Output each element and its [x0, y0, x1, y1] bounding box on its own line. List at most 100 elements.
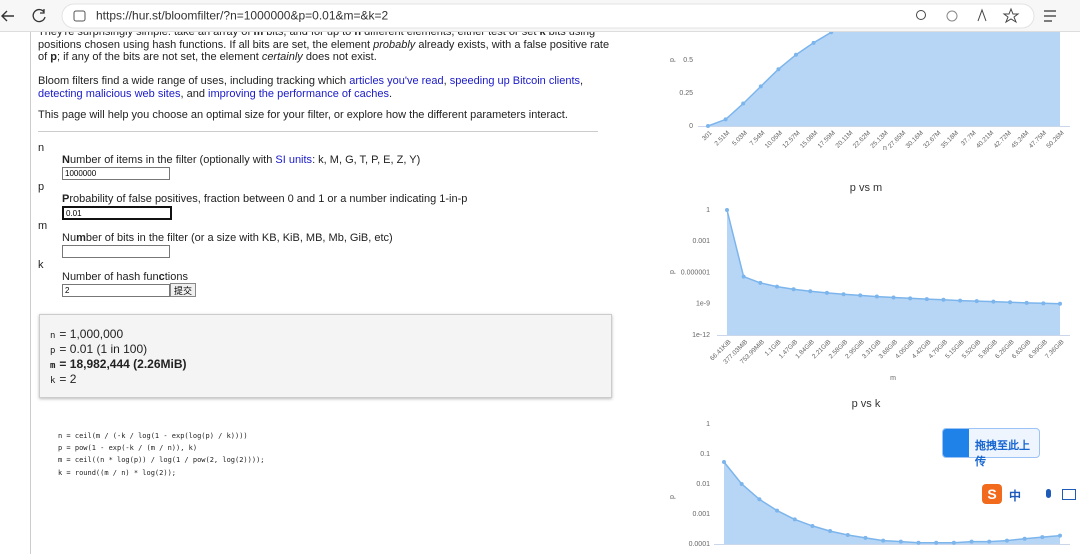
- data-point: [722, 460, 726, 465]
- y-tick-label: 0.000001: [681, 269, 710, 276]
- y-tick-label: 0.25: [679, 90, 693, 97]
- result-value: = 1,000,000: [59, 327, 124, 341]
- result-value: = 2: [59, 372, 77, 386]
- data-point: [1024, 300, 1029, 305]
- data-point: [924, 297, 929, 302]
- data-point: [741, 274, 746, 279]
- result-line: m = 18,982,444 (2.26MiB): [50, 357, 187, 371]
- data-point: [934, 540, 939, 545]
- text: : k, M, G, T, P, E, Z, Y): [312, 154, 421, 166]
- keyboard-icon[interactable]: [1062, 489, 1076, 500]
- back-button[interactable]: [1, 10, 14, 22]
- upload-text: 拖拽至此上传: [975, 440, 1030, 468]
- intro-paragraph: Bloom filters find a wide range of uses,…: [38, 75, 613, 100]
- data-point: [987, 539, 992, 544]
- x-axis-label: n: [883, 145, 887, 152]
- y-tick-label: 0: [689, 123, 693, 130]
- link[interactable]: improving the performance of caches: [208, 87, 389, 100]
- text: umber of items in the filter (optionally…: [69, 154, 276, 166]
- code-line: k = round((m / n) * log(2));: [58, 469, 177, 477]
- data-point: [810, 523, 815, 528]
- code-line: m = ceil((n * log(p)) / log(1 / pow(2, l…: [58, 456, 265, 464]
- field-label: Number of hash functions: [62, 271, 188, 283]
- favorites-button[interactable]: [1044, 10, 1056, 22]
- x-tick-label: 30.16M: [905, 130, 925, 150]
- url: https://hur.st/bloomfilter/?n=1000000&p=…: [96, 9, 389, 23]
- x-tick-label: 301: [701, 129, 714, 142]
- text: tions: [164, 271, 188, 283]
- ime-mode[interactable]: 中: [1009, 489, 1022, 503]
- data-point: [881, 538, 886, 543]
- ime-bar: S 中: [980, 484, 1076, 506]
- y-tick-label: 0.001: [692, 511, 710, 518]
- upload-widget[interactable]: 拖拽至此上传: [942, 428, 1040, 468]
- result-value: = 0.01 (1 in 100): [59, 342, 148, 356]
- text: probably: [373, 38, 416, 51]
- x-tick-label: 45.24M: [1010, 130, 1030, 150]
- result-line: n = 1,000,000: [50, 327, 123, 341]
- area-line: [723, 461, 1061, 544]
- text: certainly: [261, 51, 303, 64]
- results-box: [39, 314, 612, 398]
- data-point: [794, 52, 798, 57]
- result-line: k = 2: [50, 372, 76, 386]
- text: P: [62, 193, 70, 205]
- x-tick-label: 42.72M: [993, 130, 1013, 150]
- submit-button[interactable]: 提交: [170, 283, 197, 297]
- result-value: = 18,982,444 (2.26MiB): [59, 357, 187, 371]
- result-key: n: [50, 331, 56, 341]
- data-point: [757, 497, 762, 502]
- site-info-icon[interactable]: [73, 10, 86, 22]
- read-aloud-icon[interactable]: [977, 8, 987, 22]
- y-axis-label: p: [669, 270, 676, 274]
- field-label: Number of bits in the filter (or a size …: [62, 232, 393, 244]
- text-input[interactable]: [62, 206, 172, 220]
- data-point: [908, 296, 913, 301]
- data-point: [941, 297, 946, 302]
- data-point: [791, 287, 796, 292]
- y-tick-label: 0.01: [696, 481, 710, 488]
- ime-logo[interactable]: S: [982, 484, 1002, 504]
- data-point: [951, 540, 956, 545]
- divider: [38, 131, 598, 132]
- chart-title: p vs k: [852, 398, 881, 410]
- mic-icon[interactable]: [1046, 489, 1051, 498]
- y-tick-label: 1e-12: [692, 332, 710, 339]
- link[interactable]: speeding up Bitcoin clients: [449, 75, 581, 87]
- text-input[interactable]: [62, 245, 170, 258]
- text: , and: [180, 87, 208, 100]
- field-name: m: [38, 220, 48, 232]
- data-point: [1004, 538, 1009, 543]
- data-point: [829, 32, 834, 35]
- data-point: [811, 40, 816, 45]
- link[interactable]: articles you've read: [349, 75, 444, 87]
- x-tick-label: 17.59M: [817, 130, 837, 150]
- code-line: n = ceil(m / (-k / log(1 - exp(log(p) / …: [58, 432, 248, 440]
- favorite-icon[interactable]: [1002, 7, 1020, 24]
- link[interactable]: detecting malicious web sites: [38, 87, 181, 100]
- x-tick-label: 5.03M: [731, 130, 749, 148]
- link[interactable]: SI units: [275, 154, 313, 166]
- data-point: [792, 517, 797, 522]
- zoom-icon[interactable]: [916, 10, 926, 20]
- data-point: [1041, 301, 1046, 306]
- text: Bloom filters find a wide range of uses,…: [38, 75, 350, 87]
- x-tick-label: 15.08M: [799, 130, 819, 150]
- result-key: p: [50, 346, 56, 356]
- text: m: [253, 26, 264, 38]
- reload-button[interactable]: [32, 8, 46, 23]
- x-tick-label: 2.51M: [713, 130, 731, 148]
- text-input[interactable]: [62, 284, 170, 297]
- data-point: [1040, 535, 1045, 540]
- address-bar[interactable]: [61, 3, 1035, 29]
- data-point: [775, 508, 780, 513]
- data-point: [739, 482, 744, 486]
- data-point: [841, 292, 846, 297]
- translate-icon[interactable]: [946, 10, 958, 22]
- text: does not exist.: [302, 51, 377, 64]
- data-point: [1022, 536, 1027, 541]
- text-input[interactable]: [62, 167, 170, 180]
- data-point: [1058, 301, 1062, 306]
- data-point: [776, 67, 781, 72]
